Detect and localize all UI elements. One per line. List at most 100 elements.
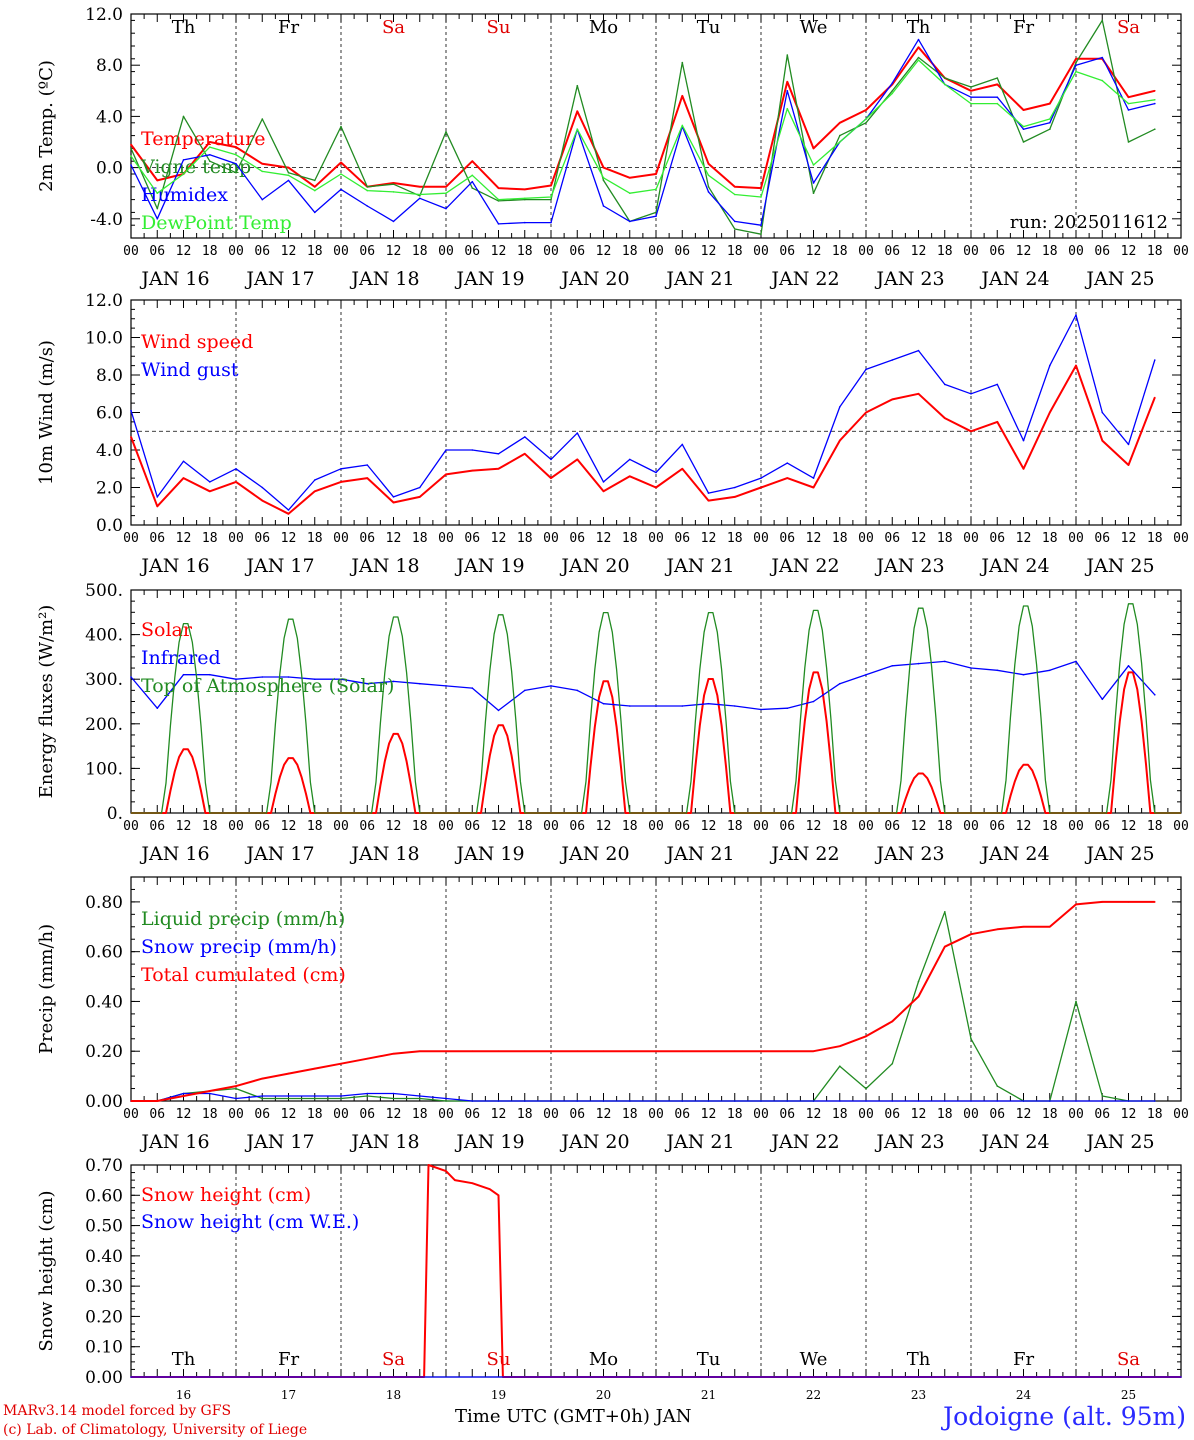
data-point: [497, 198, 500, 201]
hour-tick-label: 12: [491, 819, 507, 834]
data-point: [471, 160, 474, 162]
data-point: [655, 471, 657, 474]
weekday-label: Mo: [589, 1349, 618, 1370]
hour-tick-label: 18: [202, 531, 218, 546]
data-point: [524, 436, 526, 438]
series-line-top-of-atmosphere-solar-: [131, 603, 1181, 814]
hour-tick-label: 12: [806, 819, 822, 834]
y-tick-label: 0.20: [85, 1307, 123, 1327]
day-label: JAN 23: [874, 1131, 944, 1153]
series-line-dewpoint-temp: [130, 59, 1155, 201]
data-point: [1022, 439, 1025, 442]
data-point: [182, 115, 185, 118]
hour-tick-label: 00: [648, 531, 664, 546]
hour-tick-label: 18: [412, 531, 428, 546]
data-point: [734, 496, 736, 498]
hour-tick-label: 12: [806, 1107, 822, 1122]
hour-tick-label: 12: [911, 531, 927, 546]
data-point: [235, 1085, 237, 1087]
data-point: [454, 1179, 456, 1181]
data-point: [576, 1050, 579, 1052]
hour-tick-label: 12: [1016, 244, 1032, 259]
hour-tick-label: 18: [1147, 531, 1163, 546]
y-tick-label: 0.50: [85, 1217, 123, 1237]
data-point: [891, 92, 894, 95]
hour-tick-label: 06: [569, 819, 585, 834]
data-point: [839, 141, 841, 143]
data-point: [497, 1050, 500, 1052]
day-number-label: 19: [491, 1388, 506, 1402]
data-point: [944, 83, 946, 86]
data-point: [524, 689, 526, 692]
data-point: [287, 166, 290, 169]
data-point: [1127, 96, 1130, 98]
data-point: [1101, 698, 1104, 701]
legend-entry: Top of Atmosphere (Solar): [141, 675, 394, 697]
hour-tick-label: 06: [989, 244, 1005, 259]
data-point: [550, 184, 552, 187]
legend-entry: Total cumulated (cm): [141, 964, 346, 986]
data-point: [445, 449, 447, 451]
data-point: [970, 933, 972, 935]
hour-tick-label: 00: [648, 819, 664, 834]
day-label: JAN 18: [349, 268, 419, 290]
data-point: [865, 1100, 867, 1102]
hour-tick-label: 18: [1042, 1107, 1058, 1122]
data-point: [944, 660, 946, 663]
data-point: [917, 995, 920, 998]
data-point: [786, 707, 789, 709]
data-point: [917, 46, 920, 49]
y-tick-label: 0.10: [85, 1338, 123, 1358]
day-label: JAN 25: [1084, 268, 1154, 290]
y-tick-label: 12.0: [85, 5, 123, 25]
data-point: [366, 205, 369, 207]
legend-entry: Liquid precip (mm/h): [141, 908, 345, 930]
data-point: [602, 1100, 605, 1102]
hour-tick-label: 18: [412, 244, 428, 259]
hour-tick-label: 00: [963, 819, 979, 834]
data-point: [734, 186, 736, 188]
data-point: [1022, 128, 1025, 130]
y-tick-label: 0.30: [85, 1277, 123, 1297]
data-point: [839, 439, 841, 442]
data-point: [156, 192, 159, 194]
hour-tick-label: 06: [569, 531, 585, 546]
data-point: [865, 1087, 867, 1090]
hour-tick-label: 06: [1094, 1107, 1110, 1122]
data-point: [471, 174, 474, 177]
data-point: [1154, 396, 1156, 399]
series-line-snow-height-cm-: [131, 1164, 1181, 1378]
data-point: [287, 676, 290, 678]
data-point: [156, 207, 159, 210]
hour-tick-label: 18: [1042, 244, 1058, 259]
data-point: [1154, 90, 1156, 92]
data-point: [130, 147, 132, 150]
hour-tick-label: 06: [884, 244, 900, 259]
data-point: [287, 174, 290, 177]
y-tick-label: 100.: [85, 759, 123, 779]
data-point: [576, 84, 579, 87]
data-point: [970, 90, 972, 92]
hour-tick-label: 18: [517, 819, 533, 834]
data-point: [917, 393, 920, 395]
weekday-label: Sa: [1117, 17, 1140, 38]
hour-tick-label: 12: [911, 244, 927, 259]
data-point: [1101, 901, 1104, 903]
hour-tick-label: 12: [911, 819, 927, 834]
data-point: [681, 1050, 684, 1052]
day-number-label: 20: [596, 1388, 611, 1402]
data-point: [130, 1376, 132, 1378]
legend-entry: Snow precip (mm/h): [141, 936, 337, 958]
data-point: [576, 1100, 579, 1102]
hour-tick-label: 06: [674, 531, 690, 546]
hour-tick-label: 06: [1094, 531, 1110, 546]
data-point: [865, 118, 867, 120]
data-point: [235, 1087, 237, 1090]
data-point: [996, 421, 999, 423]
legend-entry: Solar: [141, 619, 193, 641]
data-point: [1154, 694, 1156, 696]
hour-tick-label: 00: [438, 244, 454, 259]
legend-entry: Humidex: [141, 184, 228, 206]
hour-tick-label: 06: [464, 819, 480, 834]
data-point: [497, 709, 500, 712]
